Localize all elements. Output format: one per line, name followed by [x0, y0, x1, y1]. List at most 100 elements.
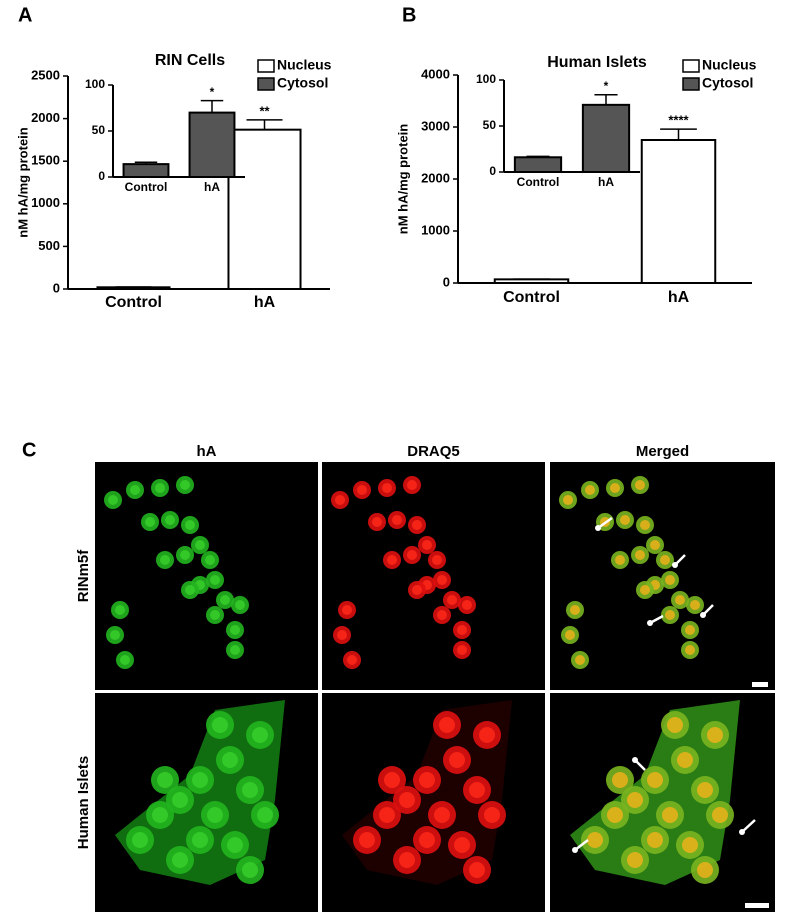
legend-swatch — [257, 59, 275, 73]
nucleus — [422, 540, 432, 550]
nucleus — [665, 575, 675, 585]
y-tick-label: 2500 — [31, 67, 60, 82]
nucleus — [640, 585, 650, 595]
y-tick-label: 50 — [483, 118, 497, 132]
panel-label: C — [22, 439, 36, 461]
x-tick-label: Control — [503, 289, 560, 306]
nucleus — [335, 495, 345, 505]
nucleus — [682, 837, 698, 853]
nucleus — [180, 550, 190, 560]
legend-label: Nucleus — [702, 57, 757, 73]
nucleus — [612, 772, 628, 788]
nucleus — [454, 837, 470, 853]
y-tick-label: 0 — [443, 274, 450, 289]
nucleus — [627, 852, 643, 868]
nucleus — [419, 832, 435, 848]
nucleus — [635, 480, 645, 490]
nucleus — [469, 862, 485, 878]
nucleus — [479, 727, 495, 743]
y-tick-label: 0 — [98, 169, 105, 183]
y-axis-label: nM hA/mg protein — [395, 124, 410, 235]
nucleus — [439, 717, 455, 733]
arrow-head — [739, 829, 745, 835]
nucleus — [575, 655, 585, 665]
nucleus — [607, 807, 623, 823]
nucleus — [565, 630, 575, 640]
nucleus — [108, 495, 118, 505]
nucleus — [242, 862, 258, 878]
bar — [188, 111, 236, 178]
nucleus — [412, 585, 422, 595]
arrow-head — [647, 620, 653, 626]
y-tick-label: 3000 — [421, 118, 450, 133]
nucleus — [407, 550, 417, 560]
nucleus — [185, 585, 195, 595]
nucleus — [210, 610, 220, 620]
row-label: RINm5f — [75, 549, 92, 603]
y-tick-label: 0 — [53, 280, 60, 295]
nucleus — [152, 807, 168, 823]
nucleus — [115, 605, 125, 615]
y-tick-label: 1000 — [31, 195, 60, 210]
nucleus — [120, 655, 130, 665]
nucleus — [205, 555, 215, 565]
nucleus — [185, 520, 195, 530]
nucleus — [712, 807, 728, 823]
y-tick-label: 1000 — [421, 222, 450, 237]
nucleus — [157, 772, 173, 788]
nucleus — [230, 625, 240, 635]
nucleus — [457, 645, 467, 655]
nucleus — [392, 515, 402, 525]
nucleus — [407, 480, 417, 490]
bar — [640, 139, 717, 284]
nucleus — [650, 540, 660, 550]
nucleus — [610, 483, 620, 493]
nucleus — [132, 832, 148, 848]
y-tick-label: 2000 — [31, 110, 60, 125]
nucleus — [110, 630, 120, 640]
x-tick-label: hA — [254, 294, 276, 311]
nucleus — [697, 862, 713, 878]
panel-label: B — [402, 4, 416, 26]
nucleus — [192, 832, 208, 848]
nucleus — [662, 807, 678, 823]
x-tick-label: hA — [598, 175, 614, 189]
nucleus — [462, 600, 472, 610]
nucleus — [210, 575, 220, 585]
nucleus — [563, 495, 573, 505]
bar — [122, 163, 170, 178]
significance: ** — [259, 103, 270, 118]
nucleus — [660, 555, 670, 565]
nucleus — [432, 555, 442, 565]
nucleus — [257, 807, 273, 823]
nucleus — [434, 807, 450, 823]
nucleus — [342, 605, 352, 615]
legend-label: Nucleus — [277, 57, 332, 73]
legend-label: Cytosol — [702, 75, 753, 91]
nucleus — [207, 807, 223, 823]
y-axis-label: nM hA/mg protein — [15, 127, 30, 238]
chart-title: RIN Cells — [155, 52, 225, 69]
nucleus — [690, 600, 700, 610]
x-tick-label: hA — [204, 180, 220, 194]
nucleus — [379, 807, 395, 823]
legend-swatch — [682, 59, 700, 73]
column-header: DRAQ5 — [407, 443, 460, 460]
nucleus — [635, 550, 645, 560]
nucleus — [449, 752, 465, 768]
micrograph — [322, 462, 545, 690]
nucleus — [697, 782, 713, 798]
nucleus — [685, 625, 695, 635]
nucleus — [570, 605, 580, 615]
arrow-head — [672, 562, 678, 568]
nucleus — [212, 717, 228, 733]
nucleus — [145, 517, 155, 527]
nucleus — [647, 832, 663, 848]
micrograph — [95, 462, 318, 690]
nucleus — [382, 483, 392, 493]
nucleus — [585, 485, 595, 495]
nucleus — [437, 610, 447, 620]
nucleus — [359, 832, 375, 848]
x-tick-label: Control — [125, 180, 168, 194]
